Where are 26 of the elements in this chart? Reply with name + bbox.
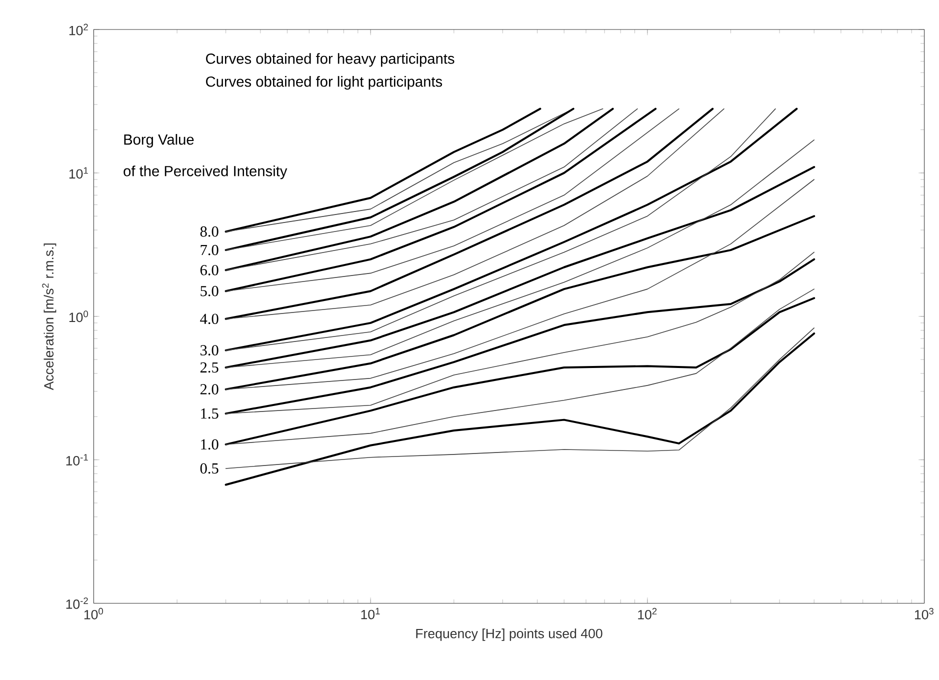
annotation: Curves obtained for light participants: [206, 76, 442, 90]
annotation: Borg Value: [124, 134, 194, 148]
annotation: of the Perceived Intensity: [124, 166, 288, 180]
series-label: 0.5: [200, 463, 218, 474]
series-label: 1.0: [201, 439, 218, 450]
series-label: 2.0: [200, 384, 218, 395]
y-tick-label: 10$^{-1}$: [66, 454, 88, 466]
x-tick-label: 10$^{2}$: [638, 608, 657, 620]
series-label: 7.0: [200, 244, 218, 256]
y-axis-title: Acceleration [m/s$^{2}$ r.m.s.]: [42, 243, 56, 390]
series-label: 2.5: [200, 362, 218, 373]
series-label: 1.5: [201, 408, 218, 419]
x-tick-label: 10$^{0}$: [84, 608, 104, 620]
y-tick-label: 10$^{2}$: [69, 24, 88, 36]
series-label: 5.0: [200, 286, 218, 296]
series-label: 8.0: [200, 226, 218, 237]
y-tick-label: 10$^{-2}$: [66, 598, 88, 609]
series-label: 6.0: [200, 264, 218, 276]
series-label: 3.0: [200, 345, 218, 356]
x-tick-label: 10$^{1}$: [361, 608, 380, 620]
annotation: Curves obtained for heavy participants: [206, 53, 454, 67]
y-tick-label: 10$^{0}$: [69, 310, 88, 322]
x-axis-title: Frequency [Hz] points used 400: [416, 628, 602, 641]
series-label: 4.0: [200, 314, 218, 324]
x-tick-label: 10$^{3}$: [914, 608, 934, 620]
y-tick-label: 10$^{1}$: [69, 167, 88, 179]
